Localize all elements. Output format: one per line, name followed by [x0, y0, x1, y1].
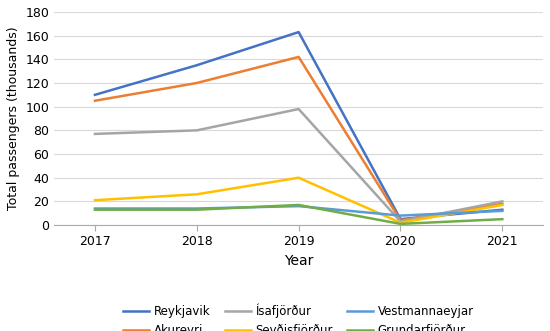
Ísafjörður — [397, 219, 404, 223]
Ísafjörður — [92, 132, 98, 136]
Ísafjörður — [295, 107, 302, 111]
Reykjavik — [295, 30, 302, 34]
Grundarfjörður — [295, 203, 302, 207]
Vestmannaeyjar — [397, 213, 404, 217]
Vestmannaeyjar — [92, 207, 98, 211]
Line: Reykjavik: Reykjavik — [95, 32, 502, 219]
Grundarfjörður — [92, 208, 98, 212]
Akureyri — [295, 55, 302, 59]
Reykjavik — [499, 208, 505, 212]
Vestmannaeyjar — [194, 207, 200, 211]
Ísafjörður — [499, 199, 505, 203]
Grundarfjörður — [397, 222, 404, 226]
Ísafjörður — [194, 128, 200, 132]
Vestmannaeyjar — [295, 204, 302, 208]
Akureyri — [499, 202, 505, 206]
Grundarfjörður — [194, 208, 200, 212]
Vestmannaeyjar — [499, 209, 505, 213]
Line: Seyðisfjörður: Seyðisfjörður — [95, 178, 502, 223]
X-axis label: Year: Year — [284, 254, 314, 268]
Akureyri — [397, 218, 404, 222]
Reykjavik — [397, 217, 404, 221]
Line: Akureyri: Akureyri — [95, 57, 502, 220]
Akureyri — [92, 99, 98, 103]
Y-axis label: Total passengers (thousands): Total passengers (thousands) — [7, 27, 20, 210]
Reykjavik — [92, 93, 98, 97]
Line: Vestmannaeyjar: Vestmannaeyjar — [95, 206, 502, 215]
Seyðisfjörður — [92, 198, 98, 202]
Line: Ísafjörður: Ísafjörður — [95, 109, 502, 221]
Seyðisfjörður — [499, 203, 505, 207]
Reykjavik — [194, 63, 200, 67]
Grundarfjörður — [499, 217, 505, 221]
Legend: Reykjavik, Akureyri, Ísafjörður, Seyðisfjörður, Vestmannaeyjar, Grundarfjörður: Reykjavik, Akureyri, Ísafjörður, Seyðisf… — [119, 299, 478, 331]
Seyðisfjörður — [194, 192, 200, 196]
Akureyri — [194, 81, 200, 85]
Line: Grundarfjörður: Grundarfjörður — [95, 205, 502, 224]
Seyðisfjörður — [295, 176, 302, 180]
Seyðisfjörður — [397, 221, 404, 225]
